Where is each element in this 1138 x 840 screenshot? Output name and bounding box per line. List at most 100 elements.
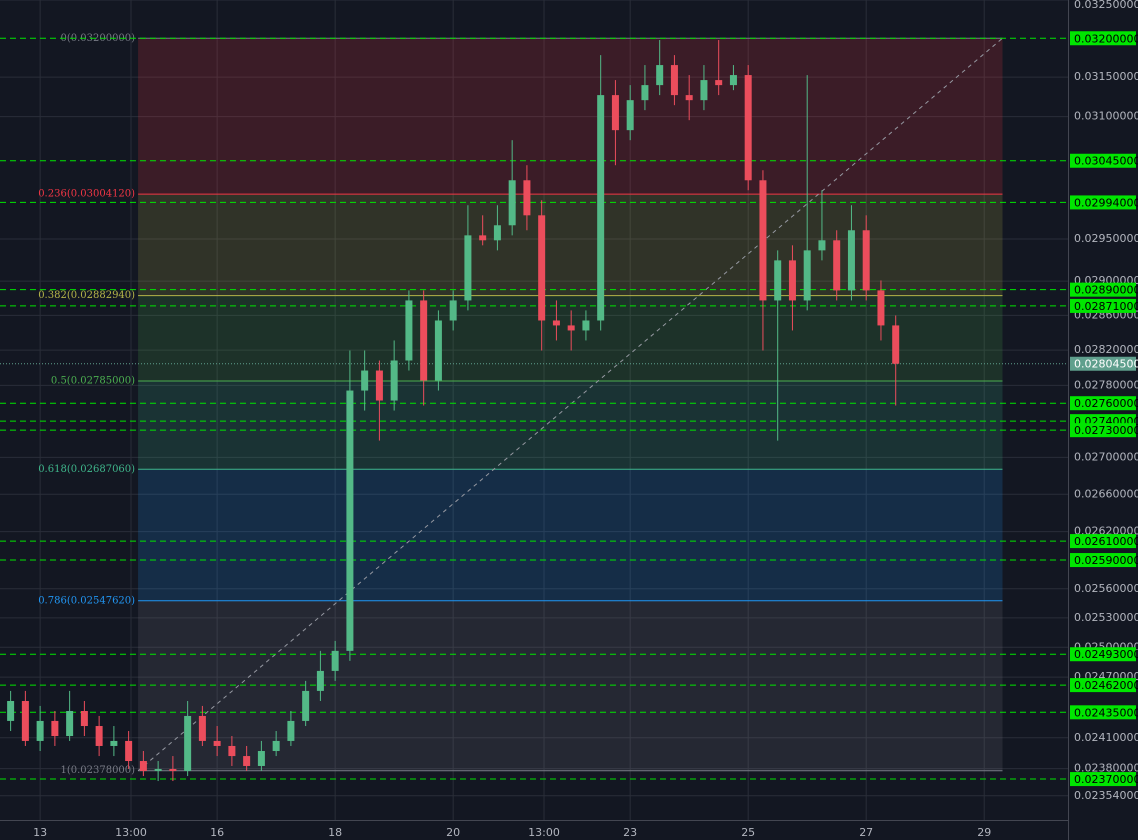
candle-body <box>449 300 457 321</box>
fib-zone <box>138 380 1003 470</box>
price-tag-label: 0.03045000 <box>1074 155 1138 168</box>
y-tick-label: 0.02354000 <box>1074 789 1138 802</box>
y-tick-label: 0.02780000 <box>1074 378 1138 391</box>
candle-body <box>759 180 767 301</box>
candle-body <box>582 320 590 331</box>
candle-body <box>774 260 782 301</box>
price-tag-label: 0.02462000 <box>1074 679 1138 692</box>
fib-trend <box>137 37 1003 772</box>
candle-body <box>803 250 811 301</box>
y-tick-label: 0.02380000 <box>1074 762 1138 775</box>
candle-body <box>51 720 59 737</box>
fib-zone <box>138 194 1003 296</box>
candle-body <box>862 230 870 291</box>
candle-body <box>788 260 796 301</box>
y-tick-label: 0.02530000 <box>1074 611 1138 624</box>
fib-zone <box>138 38 1003 195</box>
candle-body <box>302 690 310 721</box>
candle-body <box>567 325 575 331</box>
fib-label: 0.786(0.02547620) <box>38 595 135 606</box>
candle-body <box>729 75 737 86</box>
candle-body <box>198 715 206 741</box>
y-tick-label: 0.03150000 <box>1074 70 1138 83</box>
y-tick-label: 0.02700000 <box>1074 450 1138 463</box>
price-tag <box>1070 298 1136 313</box>
candle-body <box>420 300 428 381</box>
x-tick-label: 13:00 <box>528 826 560 839</box>
candle-body <box>523 180 531 216</box>
x-tick-label: 13:00 <box>115 826 147 839</box>
candle-body <box>346 390 354 651</box>
price-tag <box>1070 534 1136 549</box>
candle-body <box>331 650 339 671</box>
candle-body <box>21 700 29 741</box>
candle-body <box>154 768 162 771</box>
x-tick-label: 13 <box>33 826 47 839</box>
candle-body <box>213 740 221 746</box>
candle-body <box>847 230 855 291</box>
candle-body <box>877 290 885 326</box>
y-tick-label: 0.03250000 <box>1074 0 1138 11</box>
y-tick-label: 0.02820000 <box>1074 343 1138 356</box>
candle-body <box>390 360 398 401</box>
candle-body <box>7 700 15 721</box>
fib-zone <box>138 469 1003 601</box>
candle-body <box>715 80 723 86</box>
candle-body <box>257 751 265 766</box>
candle-body <box>685 95 693 101</box>
price-tag-label: 0.02871000 <box>1074 300 1138 313</box>
candle-body <box>36 720 44 741</box>
candle-body <box>626 100 634 131</box>
candle-body <box>434 320 442 381</box>
price-tag-label: 0.02435000 <box>1074 706 1138 719</box>
candle-body <box>597 95 605 321</box>
candle-body <box>479 235 487 241</box>
candle-body <box>287 720 295 741</box>
candle-body <box>80 710 88 727</box>
price-tag-label: 0.03200000 <box>1074 32 1138 45</box>
x-tick-label: 27 <box>859 826 873 839</box>
candle-body <box>656 65 664 86</box>
y-tick-label: 0.02950000 <box>1074 232 1138 245</box>
candle-body <box>125 740 133 762</box>
candle-body <box>169 768 177 771</box>
candle-body <box>744 75 752 181</box>
candle-body <box>641 85 649 101</box>
candle-body <box>272 740 280 752</box>
x-tick-label: 29 <box>977 826 991 839</box>
candle-body <box>508 180 516 226</box>
candle-body <box>552 320 560 326</box>
y-tick-label: 0.02410000 <box>1074 731 1138 744</box>
x-tick-label: 16 <box>210 826 224 839</box>
price-tag-label: 0.02610000 <box>1074 535 1138 548</box>
candle-body <box>110 740 118 746</box>
candle-body <box>405 300 413 361</box>
candle-body <box>95 726 103 746</box>
time-axis <box>0 820 1068 840</box>
candle-body <box>243 756 251 766</box>
candle-body <box>361 370 369 391</box>
candle-body <box>139 761 147 771</box>
price-tag <box>1070 553 1136 568</box>
price-tag-label: 0.02590000 <box>1074 554 1138 567</box>
price-tag-label: 0.02730000 <box>1074 424 1138 437</box>
price-tag-label: 0.02890000 <box>1074 284 1138 297</box>
candle-body <box>892 325 900 364</box>
last-price-tag <box>1070 356 1136 371</box>
price-tag-label: 0.02994000 <box>1074 196 1138 209</box>
x-tick-label: 18 <box>328 826 342 839</box>
candle-body <box>184 715 192 771</box>
price-tag <box>1070 153 1136 168</box>
fib-zone <box>138 295 1003 381</box>
fib-label: 1(0.02378000) <box>60 765 135 776</box>
price-tag <box>1070 31 1136 46</box>
price-tag <box>1070 772 1136 787</box>
candle-body <box>670 65 678 96</box>
fib-label: 0.236(0.03004120) <box>38 189 135 200</box>
price-tag <box>1070 647 1136 662</box>
price-tag <box>1070 423 1136 438</box>
candle-body <box>493 225 501 241</box>
x-tick-label: 23 <box>623 826 637 839</box>
